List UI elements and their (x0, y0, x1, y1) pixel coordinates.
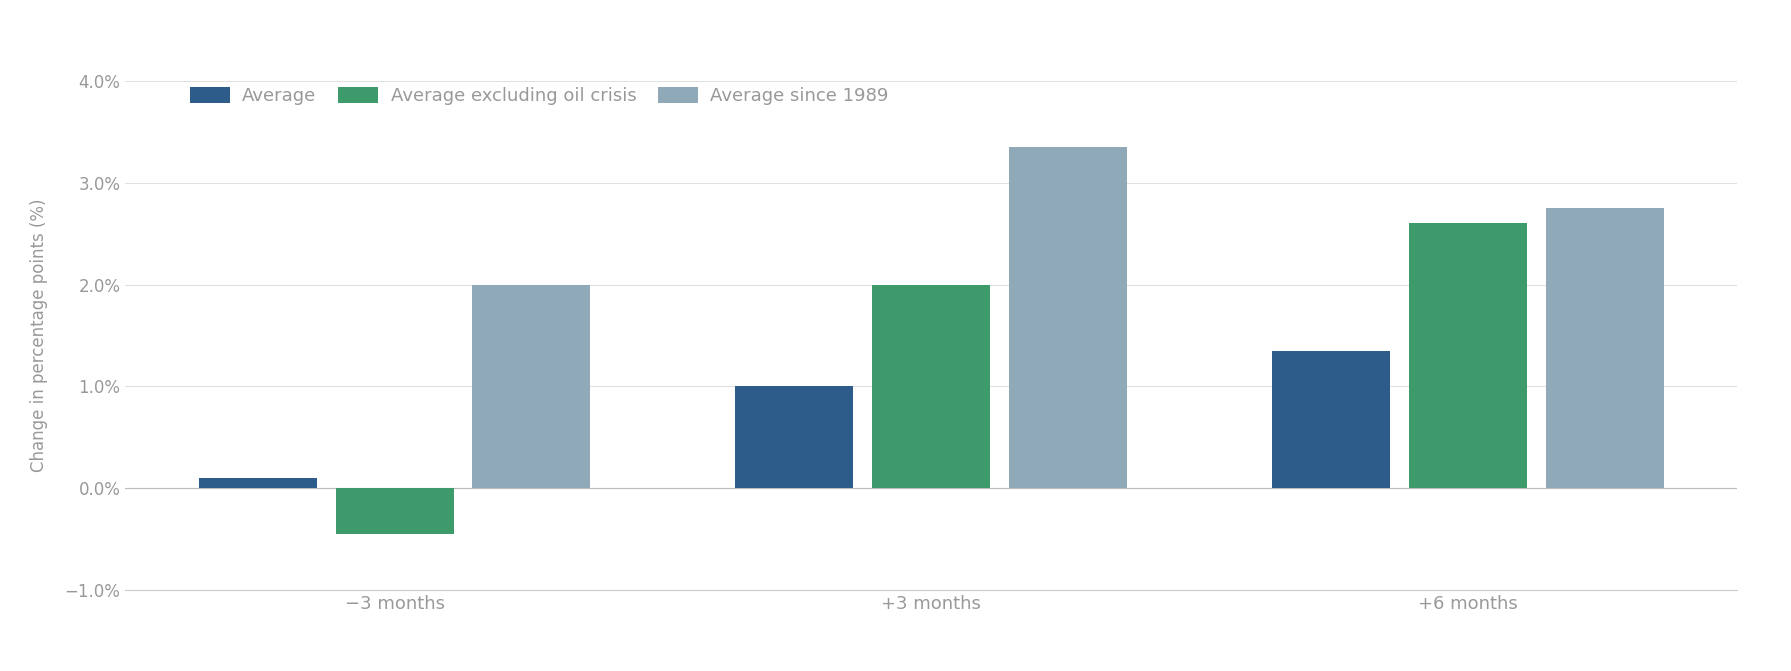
Bar (199, 478, 317, 488)
Bar (1410, 223, 1528, 488)
Bar (1272, 351, 1390, 488)
Bar (473, 285, 591, 488)
Bar (335, 488, 453, 534)
Bar (872, 285, 990, 488)
Bar (1546, 208, 1664, 488)
Y-axis label: Change in percentage points (%): Change in percentage points (%) (30, 199, 48, 472)
Bar (1008, 147, 1127, 488)
Legend: Average, Average excluding oil crisis, Average since 1989: Average, Average excluding oil crisis, A… (183, 79, 896, 112)
Bar (736, 386, 854, 488)
